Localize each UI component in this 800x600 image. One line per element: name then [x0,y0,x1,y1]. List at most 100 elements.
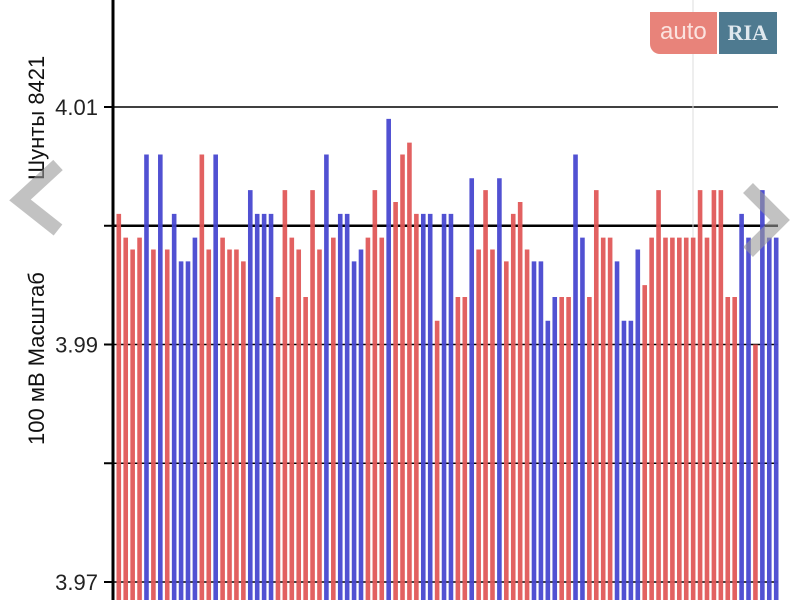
bar [593,190,599,600]
bar [407,142,412,600]
bar [275,297,281,600]
chevron-right-icon[interactable] [743,183,790,257]
bar [400,154,405,600]
bar [220,237,225,600]
bar [137,237,142,600]
bar [247,190,253,600]
bar [144,154,149,600]
bar [282,190,288,600]
y-tick-label: 4.01 [55,95,98,120]
bar [213,154,218,600]
bar [192,237,198,600]
bar [462,297,468,600]
bar [600,237,606,600]
bar [559,297,564,600]
bar [331,237,336,600]
bar [766,237,772,600]
bar [469,178,475,600]
y-tick-label: 3.99 [55,333,98,358]
bar [234,249,239,600]
bar [587,297,592,600]
bar [268,213,274,600]
bar [254,213,260,600]
bar [538,261,544,600]
chevron-left-icon[interactable] [9,159,63,236]
bar [441,213,447,600]
bar [434,320,440,600]
bar [504,261,509,600]
bar [455,297,461,600]
bar [773,237,779,600]
bar [677,237,682,600]
autoria-watermark-logo: auto RIA [650,12,777,54]
bar [164,249,170,600]
bar [324,154,329,600]
bar [185,261,191,600]
bar [337,213,343,600]
logo-auto: auto [650,12,717,54]
bar [753,344,758,600]
bar [241,261,246,600]
bar [448,213,454,600]
bar [490,249,495,600]
bar [524,249,530,600]
bar [552,297,558,600]
bar [663,237,668,600]
bar [427,213,433,600]
bar [510,213,516,600]
bar [760,190,765,600]
bar [310,190,315,600]
bar [151,249,156,600]
bar [621,320,627,600]
bar [517,202,523,600]
bar [725,297,731,600]
bar [206,249,212,600]
bar [718,190,724,600]
bar [123,237,129,600]
bar [739,213,744,600]
bar [573,154,578,600]
bar [365,237,371,600]
bar [358,249,364,600]
bar [116,213,122,600]
bar [614,261,620,600]
bar [386,118,391,600]
bar [746,237,751,600]
bar [379,237,385,600]
bar [683,237,689,600]
bar [393,202,398,600]
y-tick-label: 3.97 [55,570,98,595]
bar [303,297,308,600]
logo-ria: RIA [718,12,777,54]
bar [130,249,135,600]
bar [697,190,703,600]
bar [414,213,419,600]
bar [178,261,184,600]
bar [642,285,648,600]
bar [704,237,710,600]
bar [372,190,378,600]
bar [296,249,302,600]
bar [199,154,205,600]
bar [261,213,267,600]
y-axis-label: 100 мВ Масштаб [24,272,49,445]
bar [289,237,295,600]
bar [580,237,585,600]
bar [711,190,717,600]
bar [497,178,502,600]
bar [732,297,737,600]
bar [607,237,613,600]
bar [420,213,426,600]
bar [483,190,488,600]
bar [635,249,641,600]
bar [476,249,481,600]
bar [158,154,163,600]
bar [656,190,661,600]
bar [628,320,634,600]
bar [351,261,357,600]
bar [317,249,322,600]
bar [649,237,654,600]
chart-title: Шунты 8421 [24,56,49,180]
